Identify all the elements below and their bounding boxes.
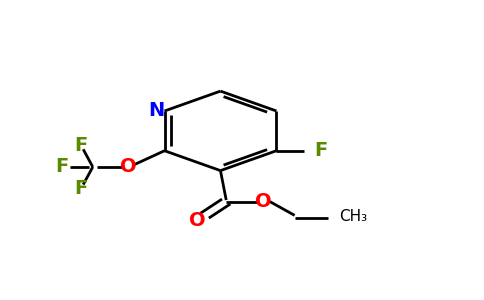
Text: F: F [55, 158, 68, 176]
Text: O: O [121, 158, 137, 176]
Text: F: F [74, 136, 88, 155]
Text: N: N [148, 101, 164, 120]
Text: O: O [255, 192, 272, 211]
Text: O: O [189, 211, 206, 230]
Text: CH₃: CH₃ [339, 209, 367, 224]
Text: F: F [315, 141, 328, 160]
Text: F: F [74, 178, 88, 198]
